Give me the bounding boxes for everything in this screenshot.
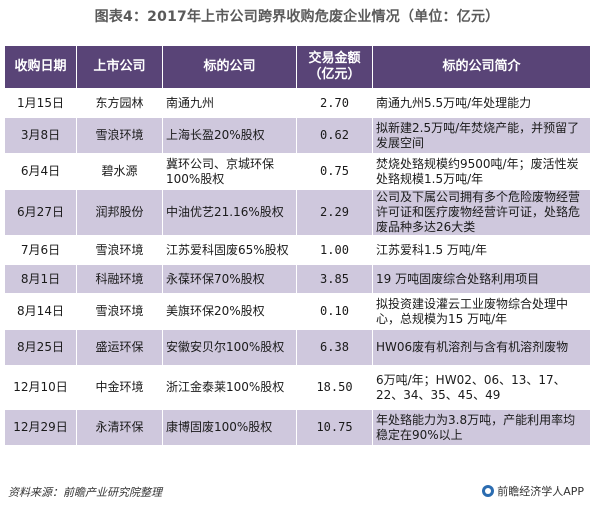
cell-date: 8月14日 xyxy=(4,293,77,330)
cell-target: 康博固废100%股权 xyxy=(162,409,297,446)
brand-name: 前瞻经济学人APP xyxy=(497,485,584,498)
cell-date: 12月10日 xyxy=(4,365,77,410)
table-row: 1月15日 东方园林 南通九州 2.70 南通九州5.5万吨/年处理能力 xyxy=(4,88,591,118)
cell-target: 南通九州 xyxy=(162,88,297,118)
cell-date: 1月15日 xyxy=(4,88,77,118)
cell-company: 永清环保 xyxy=(76,409,163,446)
table-row: 8月25日 盛运环保 安徽安贝尔100%股权 6.38 HW06废有机溶剂与含有… xyxy=(4,329,591,366)
acquisition-table: 收购日期 上市公司 标的公司 交易金额 （亿元） 标的公司简介 1月15日 东方… xyxy=(4,45,591,446)
cell-summary: 年处臵能力为3.8万吨，产能利用率均稳定在90%以上 xyxy=(372,409,591,446)
table-row: 8月14日 雪浪环境 美旗环保20%股权 0.10 拟投资建设灌云工业废物综合处… xyxy=(4,293,591,330)
header-target: 标的公司 xyxy=(162,45,297,89)
cell-amount: 10.75 xyxy=(296,409,373,446)
cell-target: 永葆环保70%股权 xyxy=(162,264,297,294)
cell-amount: 0.10 xyxy=(296,293,373,330)
cell-company: 雪浪环境 xyxy=(76,235,163,265)
cell-date: 12月29日 xyxy=(4,409,77,446)
cell-summary: 焚烧处臵规模约9500吨/年；废活性炭处臵规模1.5万吨/年 xyxy=(372,153,591,190)
cell-company: 中金环境 xyxy=(76,365,163,410)
table-row: 6月4日 碧水源 冀环公司、京城环保100%股权 0.75 焚烧处臵规模约950… xyxy=(4,153,591,190)
cell-company: 盛运环保 xyxy=(76,329,163,366)
table-row: 12月29日 永清环保 康博固废100%股权 10.75 年处臵能力为3.8万吨… xyxy=(4,409,591,446)
cell-amount: 6.38 xyxy=(296,329,373,366)
header-company: 上市公司 xyxy=(76,45,163,89)
cell-date: 7月6日 xyxy=(4,235,77,265)
header-date: 收购日期 xyxy=(4,45,77,89)
cell-amount: 18.50 xyxy=(296,365,373,410)
cell-target: 江苏爱科固废65%股权 xyxy=(162,235,297,265)
cell-summary: 19 万吨固废综合处臵利用项目 xyxy=(372,264,591,294)
cell-company: 雪浪环境 xyxy=(76,293,163,330)
brand-logo-icon xyxy=(482,485,495,497)
header-amount: 交易金额 （亿元） xyxy=(296,45,373,89)
cell-company: 雪浪环境 xyxy=(76,117,163,154)
cell-target: 冀环公司、京城环保100%股权 xyxy=(162,153,297,190)
footer: 资料来源：前瞻产业研究院整理 前瞻经济学人APP xyxy=(0,480,594,505)
cell-summary: 公司及下属公司拥有多个危险废物经营许可证和医疗废物经营许可证，处臵危废品种多达2… xyxy=(372,189,591,236)
cell-amount: 2.70 xyxy=(296,88,373,118)
source-note: 资料来源：前瞻产业研究院整理 xyxy=(8,486,162,499)
cell-company: 润邦股份 xyxy=(76,189,163,236)
cell-date: 8月25日 xyxy=(4,329,77,366)
cell-amount: 0.75 xyxy=(296,153,373,190)
cell-company: 东方园林 xyxy=(76,88,163,118)
cell-amount: 1.00 xyxy=(296,235,373,265)
table-row: 12月10日 中金环境 浙江金泰莱100%股权 18.50 6万吨/年；HW02… xyxy=(4,365,591,410)
header-summary: 标的公司简介 xyxy=(372,45,591,89)
cell-target: 美旗环保20%股权 xyxy=(162,293,297,330)
table-row: 8月1日 科融环境 永葆环保70%股权 3.85 19 万吨固废综合处臵利用项目 xyxy=(4,264,591,294)
header-amount-label: 交易金额 （亿元） xyxy=(308,51,361,82)
cell-date: 8月1日 xyxy=(4,264,77,294)
cell-target: 安徽安贝尔100%股权 xyxy=(162,329,297,366)
cell-summary: 6万吨/年；HW02、06、13、17、22、34、35、45、49 xyxy=(372,365,591,410)
cell-date: 6月4日 xyxy=(4,153,77,190)
cell-summary: 拟新建2.5万吨/年焚烧产能，并预留了发展空间 xyxy=(372,117,591,154)
cell-target: 浙江金泰莱100%股权 xyxy=(162,365,297,410)
cell-amount: 2.29 xyxy=(296,189,373,236)
cell-target: 中油优艺21.16%股权 xyxy=(162,189,297,236)
cell-date: 6月27日 xyxy=(4,189,77,236)
table-row: 7月6日 雪浪环境 江苏爱科固废65%股权 1.00 江苏爱科1.5 万吨/年 xyxy=(4,235,591,265)
cell-company: 碧水源 xyxy=(76,153,163,190)
cell-date: 3月8日 xyxy=(4,117,77,154)
brand-credit: 前瞻经济学人APP xyxy=(482,483,584,499)
page-title: 图表4：2017年上市公司跨界收购危废企业情况（单位：亿元） xyxy=(94,9,500,25)
cell-company: 科融环境 xyxy=(76,264,163,294)
table-row: 6月27日 润邦股份 中油优艺21.16%股权 2.29 公司及下属公司拥有多个… xyxy=(4,189,591,236)
cell-summary: 拟投资建设灌云工业废物综合处理中心，总规模为15 万吨/年 xyxy=(372,293,591,330)
table-row: 3月8日 雪浪环境 上海长盈20%股权 0.62 拟新建2.5万吨/年焚烧产能，… xyxy=(4,117,591,154)
cell-target: 上海长盈20%股权 xyxy=(162,117,297,154)
cell-summary: 江苏爱科1.5 万吨/年 xyxy=(372,235,591,265)
cell-amount: 3.85 xyxy=(296,264,373,294)
cell-summary: 南通九州5.5万吨/年处理能力 xyxy=(372,88,591,118)
cell-summary: HW06废有机溶剂与含有机溶剂废物 xyxy=(372,329,591,366)
cell-amount: 0.62 xyxy=(296,117,373,154)
table-header-row: 收购日期 上市公司 标的公司 交易金额 （亿元） 标的公司简介 xyxy=(4,45,591,89)
